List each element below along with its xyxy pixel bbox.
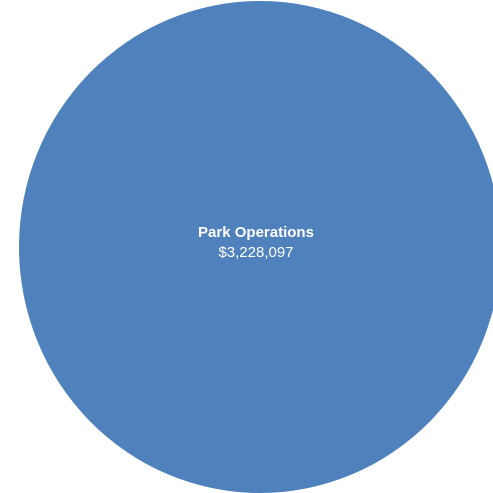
slice-value-label: $3,228,097: [218, 244, 293, 261]
pie-labels: Park Operations $3,228,097: [198, 224, 314, 261]
pie-slices: [19, 1, 493, 493]
pie-slice-park-operations: [19, 1, 493, 493]
slice-category-label: Park Operations: [198, 224, 314, 241]
